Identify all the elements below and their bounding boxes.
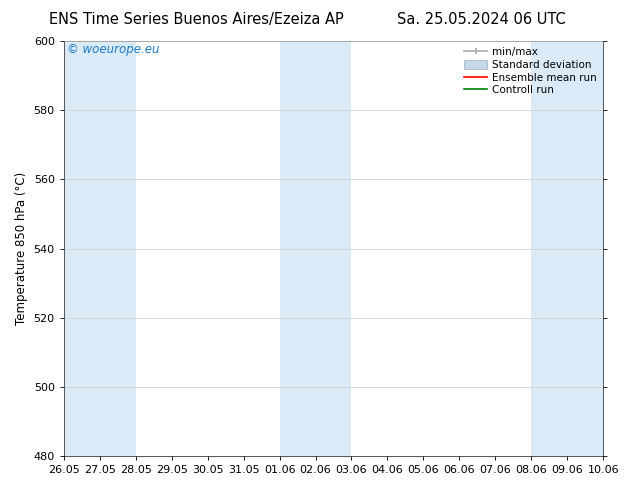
Bar [280,41,351,456]
Bar [531,41,603,456]
Text: ENS Time Series Buenos Aires/Ezeiza AP: ENS Time Series Buenos Aires/Ezeiza AP [49,12,344,27]
Legend: min/max, Standard deviation, Ensemble mean run, Controll run: min/max, Standard deviation, Ensemble me… [460,43,601,99]
Text: © woeurope.eu: © woeurope.eu [67,43,159,56]
Bar [64,41,136,456]
Text: Sa. 25.05.2024 06 UTC: Sa. 25.05.2024 06 UTC [398,12,566,27]
Y-axis label: Temperature 850 hPa (°C): Temperature 850 hPa (°C) [15,172,28,325]
